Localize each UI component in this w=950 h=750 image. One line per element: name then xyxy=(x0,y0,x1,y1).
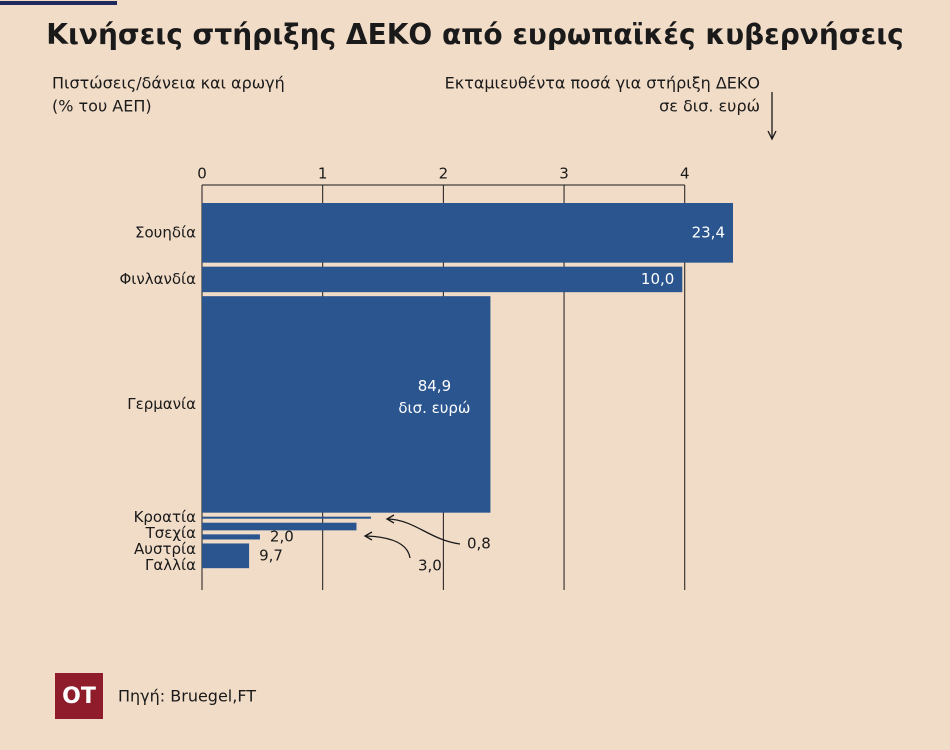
x-tick-label: 3 xyxy=(559,165,569,183)
logo xyxy=(55,673,103,719)
category-label: Τσεχία xyxy=(145,524,197,542)
category-label: Αυστρία xyxy=(134,540,196,558)
value-label: 23,4 xyxy=(692,223,725,241)
category-label: Κροατία xyxy=(134,508,197,526)
annotation-arrow-head xyxy=(363,531,373,541)
chart-title: Κινήσεις στήριξης ΔΕΚΟ από ευρωπαϊκές κυ… xyxy=(46,18,903,51)
accent-bar xyxy=(0,1,117,5)
x-tick-label: 0 xyxy=(197,165,207,183)
bar xyxy=(202,296,491,513)
annotation-arrow xyxy=(365,535,411,559)
logo-text: OT xyxy=(62,684,96,709)
bar xyxy=(202,266,683,293)
bar xyxy=(202,534,260,540)
source: Πηγή: Bruegel,FT xyxy=(118,687,256,706)
category-label: Σουηδία xyxy=(135,223,196,241)
x-tick-label: 2 xyxy=(439,165,449,183)
value-label: 0,8 xyxy=(467,535,491,553)
size-arrow-head xyxy=(767,130,777,141)
annotation-arrow xyxy=(387,518,461,545)
category-label: Γαλλία xyxy=(145,556,196,574)
bar xyxy=(202,516,371,519)
x-tick-label: 1 xyxy=(318,165,328,183)
annotation-arrow-head xyxy=(385,514,395,524)
value-label: 9,7 xyxy=(259,546,283,564)
size-label: σε δισ. ευρώ xyxy=(659,97,760,116)
bar xyxy=(202,203,733,263)
x-axis-label: (% του ΑΕΠ) xyxy=(52,97,152,116)
bar xyxy=(202,543,250,569)
size-label: Εκταμιευθέντα ποσά για στήριξη ΔΕΚΟ xyxy=(445,74,760,93)
value-label: 84,9 xyxy=(418,377,451,395)
bar xyxy=(202,522,357,531)
value-unit: δισ. ευρώ xyxy=(398,399,470,417)
x-axis-label: Πιστώσεις/δάνεια και αρωγή xyxy=(52,74,285,93)
category-label: Γερμανία xyxy=(127,395,196,413)
value-label: 3,0 xyxy=(418,557,442,575)
value-label: 2,0 xyxy=(270,527,294,545)
category-label: Φινλανδία xyxy=(119,270,196,288)
value-label: 10,0 xyxy=(641,270,674,288)
x-tick-label: 4 xyxy=(680,165,690,183)
